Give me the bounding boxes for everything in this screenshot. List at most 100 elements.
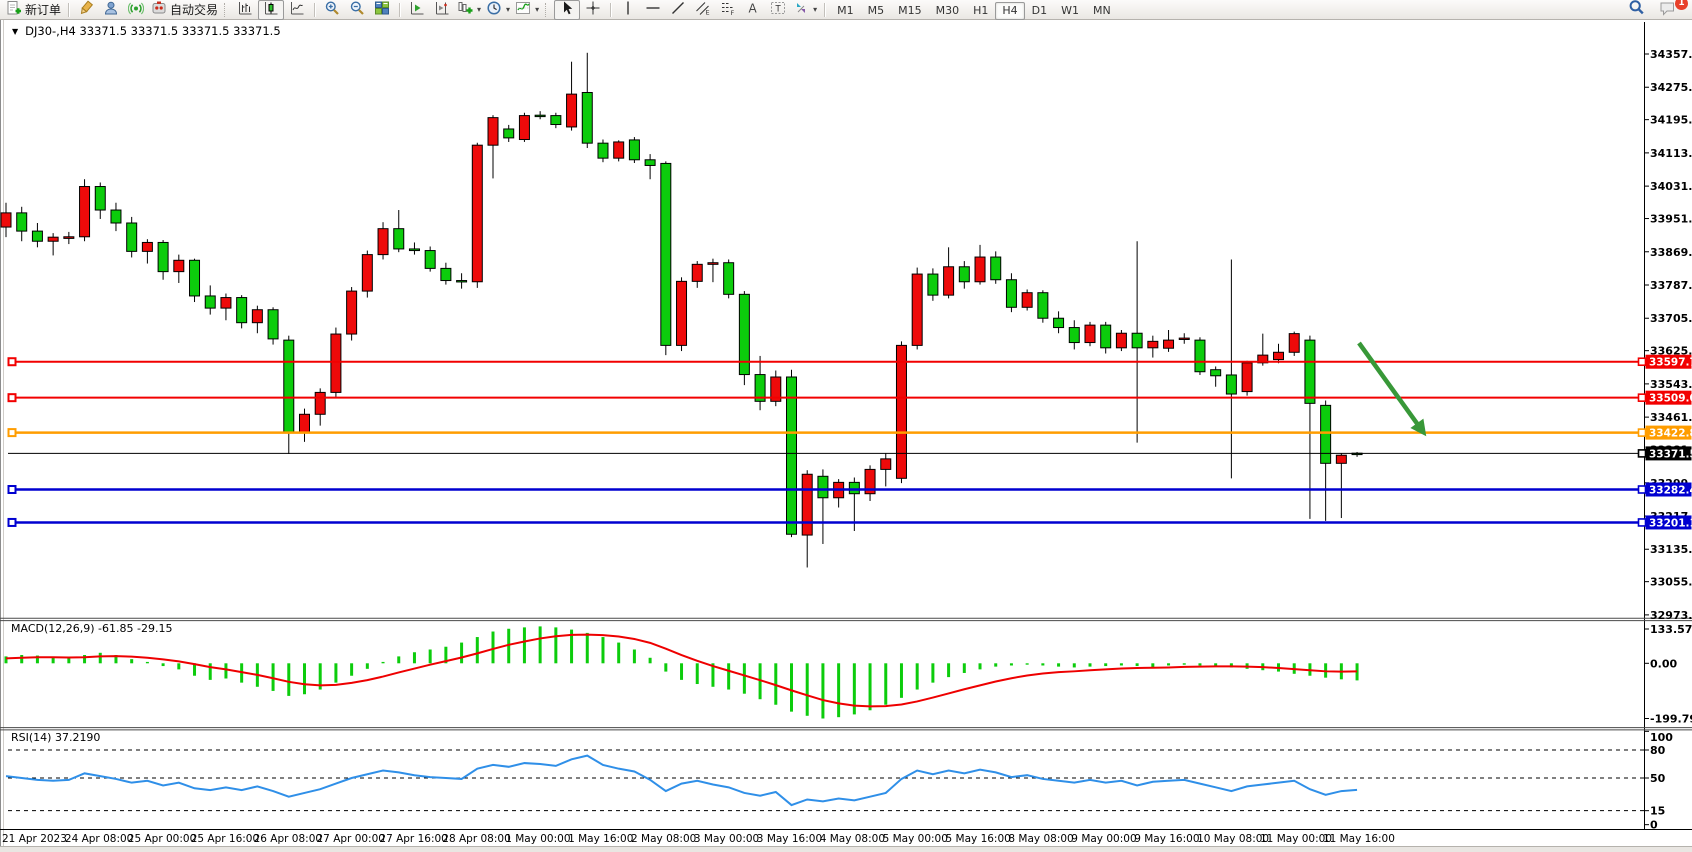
svg-text:4 May 08:00: 4 May 08:00: [820, 833, 885, 845]
svg-text:33625.0: 33625.0: [1650, 345, 1692, 358]
svg-text:A: A: [749, 1, 758, 15]
svg-text:15: 15: [1650, 805, 1665, 818]
svg-text:34275.0: 34275.0: [1650, 81, 1692, 94]
svg-text:9 May 00:00: 9 May 00:00: [1071, 833, 1136, 845]
bar-chart-button[interactable]: [233, 1, 257, 19]
new-chart-icon: [457, 0, 473, 20]
horizontal-line-tool[interactable]: [641, 1, 665, 19]
signal-icon: [127, 0, 145, 20]
timeframe-button-M30[interactable]: M30: [935, 4, 960, 18]
new-order-button[interactable]: 新订单: [4, 0, 63, 20]
svg-text:2 May 08:00: 2 May 08:00: [631, 833, 696, 845]
toolbar-grip: [545, 2, 550, 17]
shapes-icon: [793, 0, 809, 20]
fibonacci-tool[interactable]: F: [716, 1, 740, 19]
profiles-button[interactable]: ▾: [484, 0, 512, 19]
timeframe-button-H1[interactable]: H1: [973, 4, 989, 18]
svg-text:33597.7: 33597.7: [1649, 357, 1692, 369]
tile-windows-button[interactable]: [370, 1, 394, 19]
toolbar-separator: [610, 2, 612, 17]
crosshair-button[interactable]: [581, 1, 605, 19]
svg-text:5 May 00:00: 5 May 00:00: [883, 833, 948, 845]
channel-tool[interactable]: E: [691, 1, 715, 19]
toolbar-separator: [399, 2, 401, 17]
trend-arrow[interactable]: [1357, 341, 1427, 437]
timeframe-button-M5[interactable]: M5: [867, 4, 885, 18]
new-chart-button[interactable]: ▾: [455, 1, 483, 19]
text-label-tool[interactable]: T: [766, 1, 790, 19]
candles-layer: [0, 52, 1363, 568]
chevron-down-icon: ▾: [477, 5, 482, 14]
macd-indicator-label: MACD(12,26,9) -61.85 -29.15: [11, 622, 173, 635]
svg-text:33422.8: 33422.8: [1649, 428, 1692, 440]
hlines-layer[interactable]: [7, 357, 1644, 527]
svg-text:10 May 08:00: 10 May 08:00: [1197, 833, 1269, 845]
price-tags: 33597.7 33509.0 33422.8 33282.4 33201.1 33371…: [1637, 354, 1692, 530]
svg-text:1 May 00:00: 1 May 00:00: [505, 833, 570, 845]
svg-text:1 May 16:00: 1 May 16:00: [568, 833, 633, 845]
autotrade-button[interactable]: 自动交易: [149, 1, 220, 19]
fibonacci-icon: F: [720, 0, 736, 20]
svg-text:11 May 00:00: 11 May 00:00: [1260, 833, 1332, 845]
chart-symbol-title[interactable]: ▼ DJ30-,H4 33371.5 33371.5 33371.5 33371…: [12, 24, 281, 38]
channel-icon: E: [695, 0, 711, 20]
trendline-icon: [670, 0, 686, 20]
toolbar-right-group: 1: [1624, 0, 1688, 20]
indicators-button[interactable]: ▾: [513, 1, 541, 19]
chevron-down-icon: ▾: [506, 5, 511, 14]
timeframe-button-D1[interactable]: D1: [1031, 4, 1048, 18]
timeframe-button-H4[interactable]: H4: [995, 1, 1025, 20]
zoom-in-button[interactable]: [320, 0, 344, 20]
trendline-tool[interactable]: [666, 1, 690, 19]
svg-text:33869.0: 33869.0: [1650, 246, 1692, 259]
svg-text:5 May 16:00: 5 May 16:00: [946, 833, 1011, 845]
accounts-button[interactable]: [99, 1, 123, 19]
line-chart-icon: [289, 0, 305, 20]
timeframe-button-MN[interactable]: MN: [1093, 4, 1111, 18]
svg-text:33543.0: 33543.0: [1650, 378, 1692, 391]
zoom-in-icon: [324, 0, 340, 20]
svg-text:21 Apr 2023: 21 Apr 2023: [2, 833, 67, 845]
auto-scroll-button[interactable]: [405, 1, 429, 19]
svg-text:8 May 08:00: 8 May 08:00: [1008, 833, 1073, 845]
chat-icon: [1659, 0, 1677, 20]
timeframe-button-W1[interactable]: W1: [1061, 4, 1079, 18]
vertical-line-tool[interactable]: [616, 1, 640, 19]
line-chart-button[interactable]: [285, 1, 309, 19]
cursor-button[interactable]: [554, 0, 581, 20]
svg-text:50: 50: [1650, 772, 1666, 785]
search-button[interactable]: [1624, 0, 1648, 20]
symbol-ohlc-text: DJ30-,H4 33371.5 33371.5 33371.5 33371.5: [25, 24, 281, 38]
svg-text:F: F: [731, 9, 735, 16]
text-label-icon: T: [770, 0, 786, 20]
svg-text:33282.4: 33282.4: [1649, 485, 1692, 497]
svg-text:34031.0: 34031.0: [1650, 180, 1692, 193]
timeframe-button-M15[interactable]: M15: [898, 4, 922, 18]
svg-text:T: T: [775, 4, 782, 14]
chart-shift-button[interactable]: [430, 1, 454, 19]
zoom-out-button[interactable]: [345, 0, 369, 19]
search-icon: [1628, 0, 1645, 20]
horizontal-line-icon: [645, 0, 661, 20]
chart-shift-icon: [434, 0, 450, 20]
svg-text:34357.0: 34357.0: [1650, 48, 1692, 61]
svg-text:27 Apr 00:00: 27 Apr 00:00: [317, 833, 385, 845]
text-tool[interactable]: A: [741, 1, 765, 19]
shapes-tool[interactable]: ▾: [791, 1, 819, 19]
signals-button[interactable]: [124, 1, 148, 19]
svg-text:25 Apr 16:00: 25 Apr 16:00: [191, 833, 259, 845]
new-order-label: 新订单: [25, 3, 62, 17]
candle-chart-button[interactable]: [258, 0, 285, 20]
styler-button[interactable]: [74, 0, 98, 19]
svg-text:E: E: [706, 8, 710, 16]
timeframe-group: M1 M5 M15 M30 H1 H4 D1 W1 MN: [830, 0, 1118, 20]
timeframe-button-M1[interactable]: M1: [837, 4, 854, 18]
indicators-icon: [515, 0, 531, 20]
svg-text:80: 80: [1650, 744, 1666, 757]
new-order-icon: [6, 0, 22, 20]
auto-scroll-icon: [409, 0, 425, 20]
chat-button[interactable]: 1: [1656, 0, 1688, 20]
